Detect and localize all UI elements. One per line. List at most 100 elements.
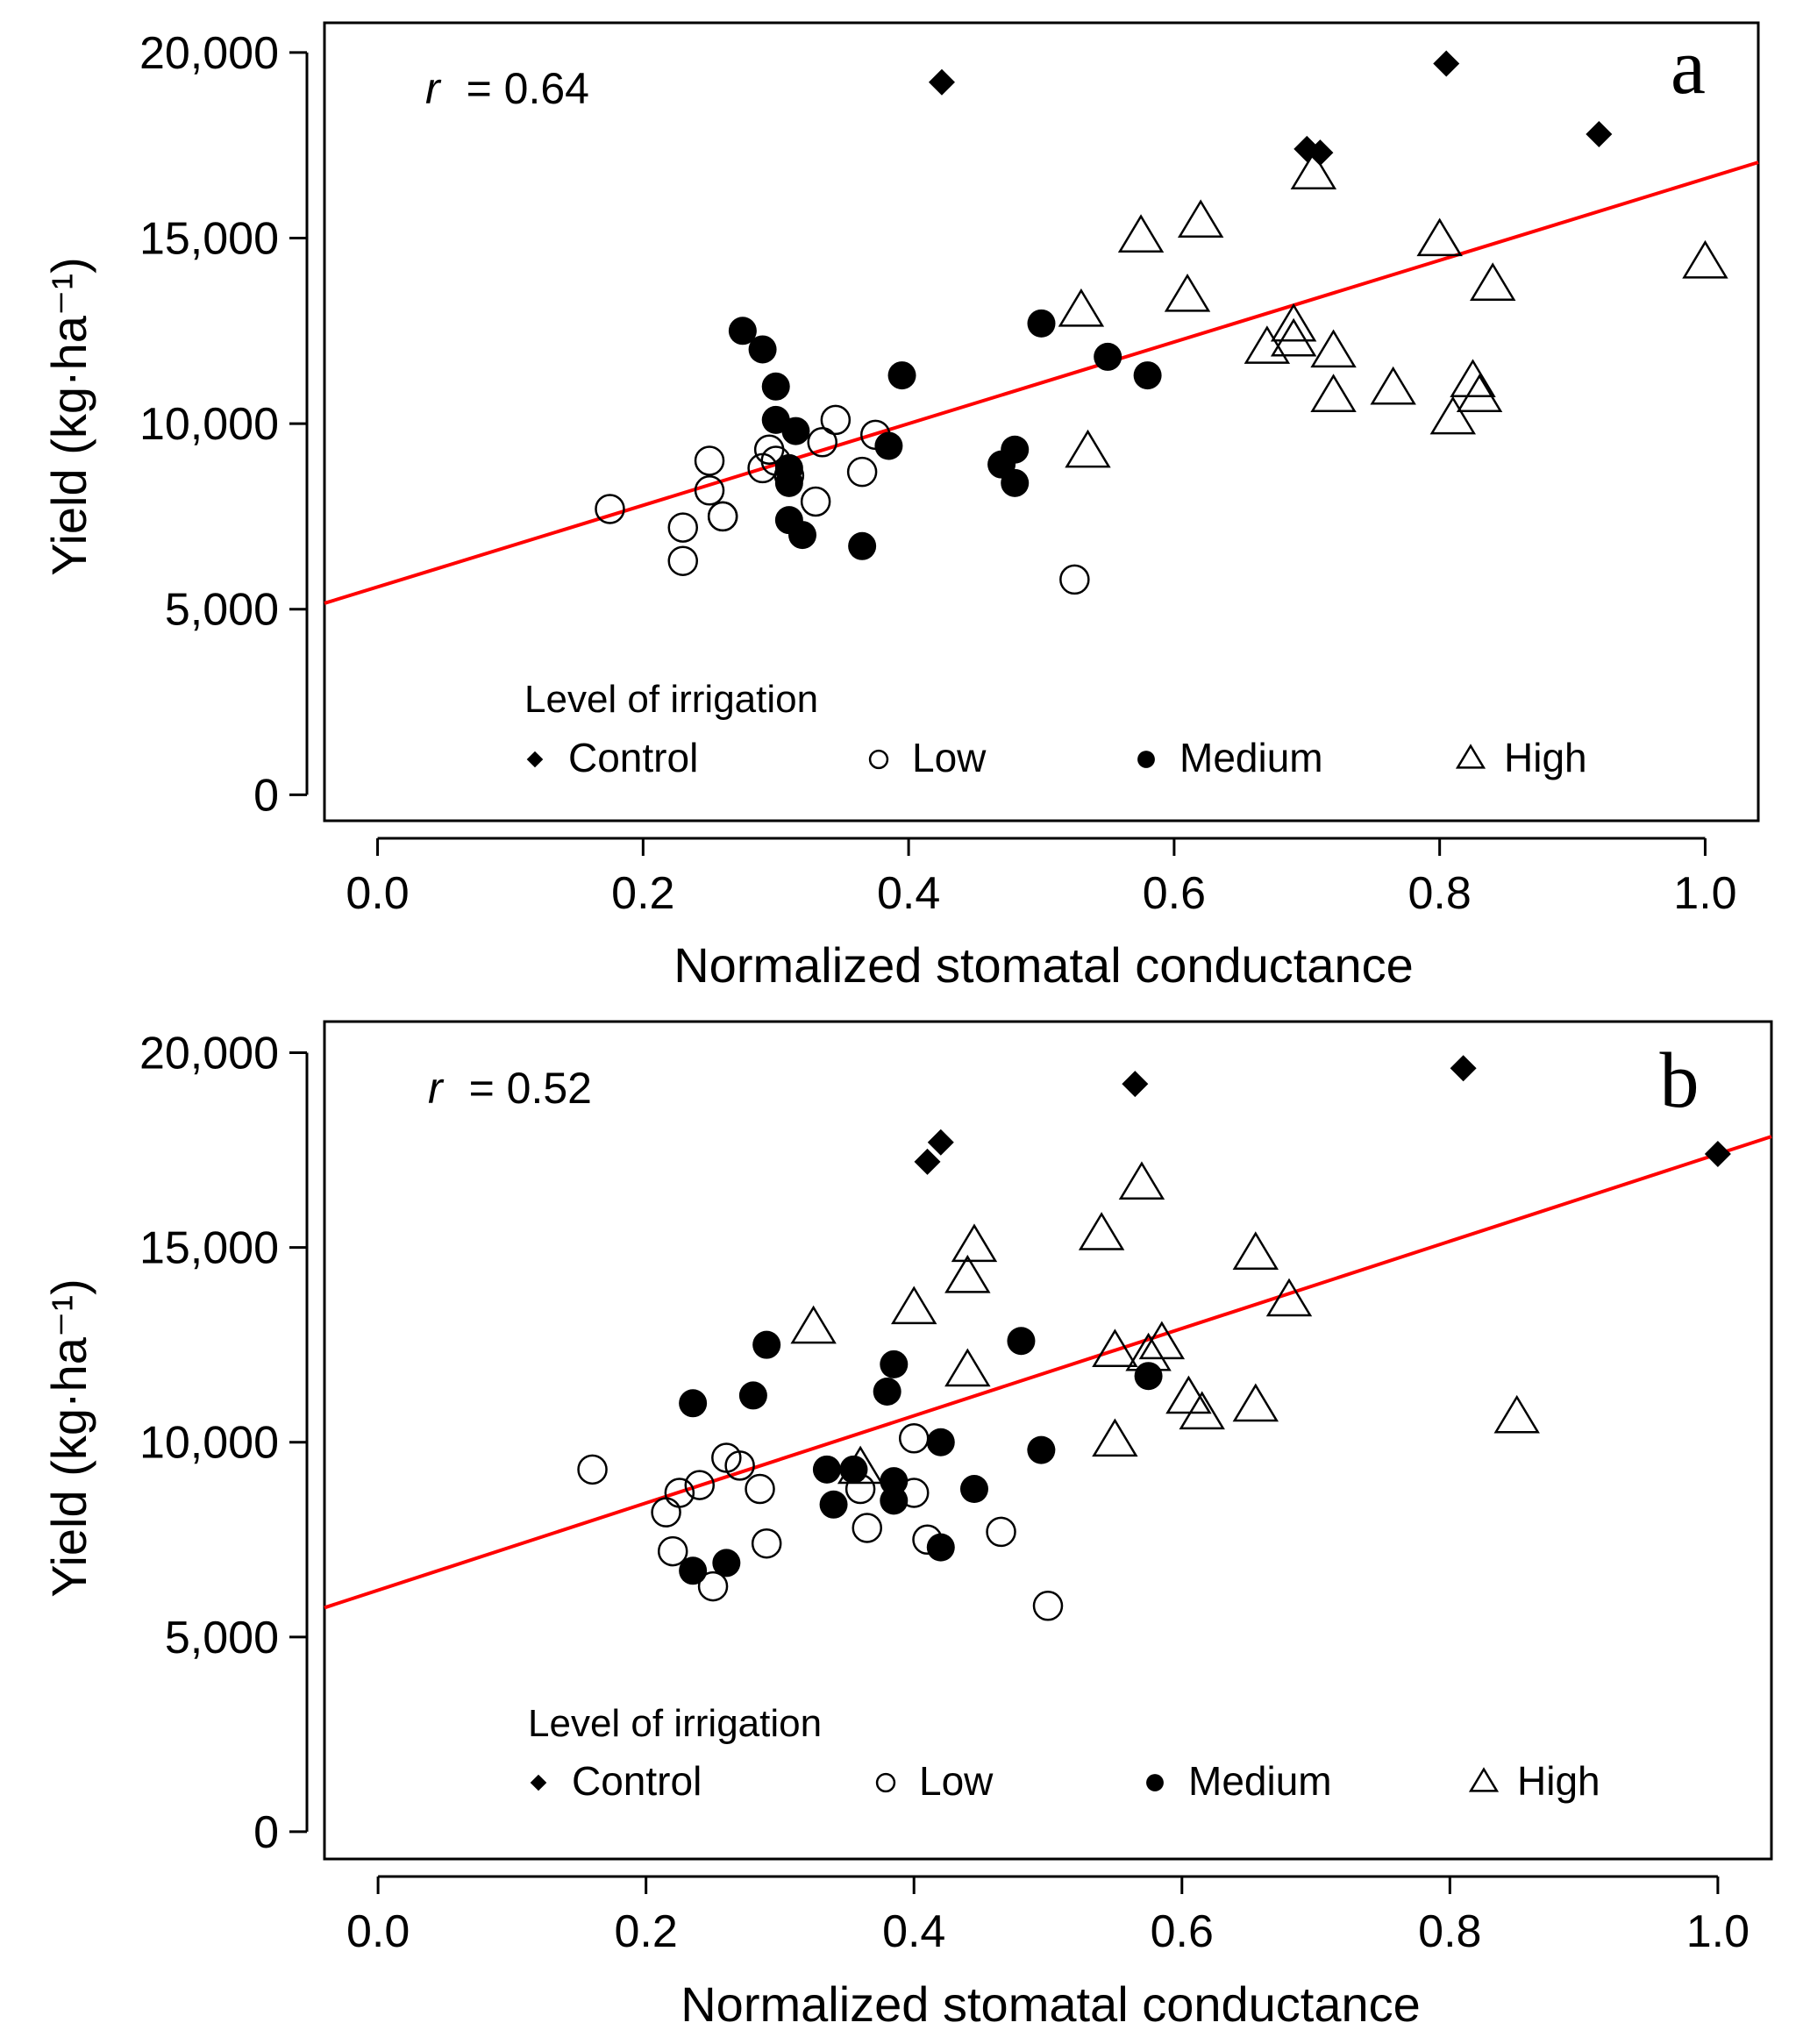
point-medium <box>752 1330 781 1359</box>
point-high <box>1682 239 1728 279</box>
point-medium <box>1133 361 1162 390</box>
point-control <box>1704 1141 1731 1168</box>
point-medium <box>880 1486 909 1515</box>
point-medium <box>1001 468 1030 497</box>
y-tick-label: 20,000 <box>139 28 279 79</box>
point-medium <box>812 1455 841 1484</box>
point-control <box>1122 1071 1149 1098</box>
point-low <box>657 1535 688 1567</box>
point-medium <box>728 317 757 345</box>
point-high <box>1164 273 1211 312</box>
point-control <box>928 68 955 96</box>
point-low <box>745 1473 775 1505</box>
point-medium <box>738 1381 767 1410</box>
point-medium <box>761 372 790 401</box>
point-medium <box>839 1455 868 1484</box>
point-medium <box>1027 1435 1056 1464</box>
x-tick-label: 0.4 <box>882 1906 945 1957</box>
point-low <box>595 494 625 524</box>
legend-label-low: Low <box>912 735 987 780</box>
point-high <box>1092 1418 1138 1457</box>
point-high <box>1370 366 1416 405</box>
point-medium <box>880 1350 909 1378</box>
point-high <box>837 1445 884 1485</box>
x-tick-label: 0.4 <box>877 868 940 919</box>
legend-marker-high <box>1455 744 1486 769</box>
x-tick-label: 0.0 <box>346 868 409 919</box>
legend-marker-low <box>875 1772 896 1793</box>
point-medium <box>926 1428 955 1456</box>
point-high <box>1244 325 1291 364</box>
x-axis-label: Normalized stomatal conductance <box>673 937 1414 993</box>
plot-frame <box>323 21 1760 823</box>
panel-label: a <box>1671 24 1706 110</box>
panel-b: 0.0 0.2 0.4 0.6 0.8 1.0 0 5,000 10,000 15,000 20,0… <box>41 1020 1773 2032</box>
point-medium <box>926 1533 955 1562</box>
legend-label-control: Control <box>568 735 698 780</box>
point-high <box>1125 1332 1172 1371</box>
point-high <box>1450 359 1496 398</box>
point-high <box>1290 151 1337 189</box>
y-tick-label: 0 <box>253 1807 279 1858</box>
legend-marker-control <box>526 751 544 768</box>
legend-label-control: Control <box>572 1758 702 1804</box>
legend-marker-high <box>1468 1767 1500 1792</box>
point-low <box>751 1528 782 1559</box>
point-medium <box>748 335 777 364</box>
correlation-annotation: r = 0.52 <box>428 1064 592 1113</box>
y-tick-label: 15,000 <box>139 1223 279 1274</box>
point-medium <box>848 531 877 560</box>
y-tick-label: 0 <box>253 770 279 821</box>
x-tick-label: 1.0 <box>1686 1906 1750 1957</box>
point-high <box>1177 199 1224 239</box>
point-low <box>707 501 738 532</box>
legend-label-medium: Medium <box>1179 735 1323 780</box>
point-low <box>664 1478 695 1508</box>
point-medium <box>873 1377 902 1406</box>
point-medium <box>1134 1362 1163 1391</box>
point-low <box>1059 564 1090 595</box>
point-high <box>1232 1231 1279 1270</box>
legend-marker-medium <box>1146 1774 1164 1791</box>
y-tick-label: 15,000 <box>139 213 279 264</box>
point-high <box>1310 329 1357 368</box>
regression-line <box>324 160 1759 605</box>
point-high <box>1416 217 1463 257</box>
point-high <box>1265 1278 1313 1317</box>
point-high <box>1078 1212 1125 1250</box>
point-medium <box>788 521 816 550</box>
point-control <box>914 1148 941 1175</box>
point-control <box>927 1129 954 1156</box>
point-low <box>1032 1591 1064 1621</box>
point-low <box>986 1516 1016 1548</box>
legend-marker-control <box>530 1774 547 1791</box>
point-medium <box>874 431 903 460</box>
legend-title: Level of irrigation <box>524 678 818 721</box>
legend-title: Level of irrigation <box>528 1702 822 1745</box>
y-tick-label: 5,000 <box>165 1613 279 1663</box>
x-tick-label: 0.0 <box>346 1906 410 1957</box>
point-control <box>1586 120 1613 147</box>
x-tick-label: 0.8 <box>1408 868 1472 919</box>
x-tick-label: 0.6 <box>1151 1906 1214 1957</box>
point-low <box>724 1450 755 1481</box>
point-high <box>790 1305 837 1344</box>
point-medium <box>1027 309 1056 338</box>
point-high <box>944 1348 991 1387</box>
point-high <box>1165 1375 1212 1414</box>
point-high <box>1470 262 1516 301</box>
point-control <box>1450 1055 1477 1082</box>
y-axis-label: Yield (kg·ha⁻¹) <box>41 1278 96 1598</box>
point-medium <box>1001 435 1030 464</box>
legend-marker-medium <box>1137 751 1155 768</box>
point-high <box>1270 303 1317 342</box>
point-low <box>846 456 878 488</box>
panel-a: 0.0 0.2 0.4 0.6 0.8 1.0 0 5,000 10,000 15,000 20,0… <box>41 21 1760 993</box>
point-control <box>1307 139 1334 167</box>
point-high <box>891 1286 937 1325</box>
point-medium <box>1094 342 1122 371</box>
point-medium <box>679 1389 708 1418</box>
x-tick-label: 0.6 <box>1143 868 1206 919</box>
point-low <box>667 512 698 543</box>
